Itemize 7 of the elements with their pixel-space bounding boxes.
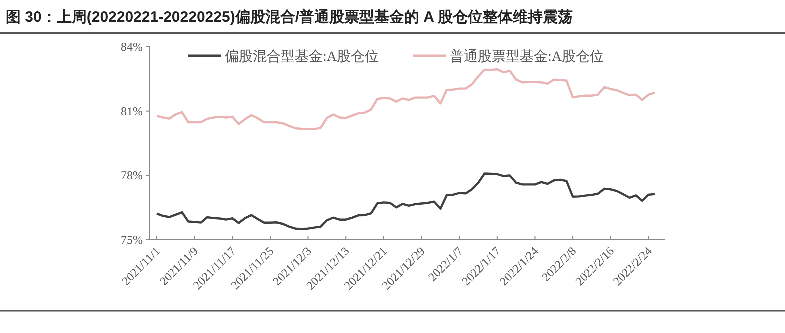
y-tick-label: 81% bbox=[121, 104, 143, 118]
legend-label: 偏股混合型基金:A股仓位 bbox=[225, 49, 379, 65]
chart-title: 图 30：上周(20220221-20220225)偏股混合/普通股票型基金的 A 股仓位整体维持震荡 bbox=[6, 8, 574, 26]
y-tick-label: 75% bbox=[121, 233, 143, 247]
y-tick-label: 78% bbox=[121, 168, 143, 183]
legend-label: 普通股票型基金:A股仓位 bbox=[450, 48, 604, 65]
y-tick-label: 84% bbox=[121, 40, 143, 54]
